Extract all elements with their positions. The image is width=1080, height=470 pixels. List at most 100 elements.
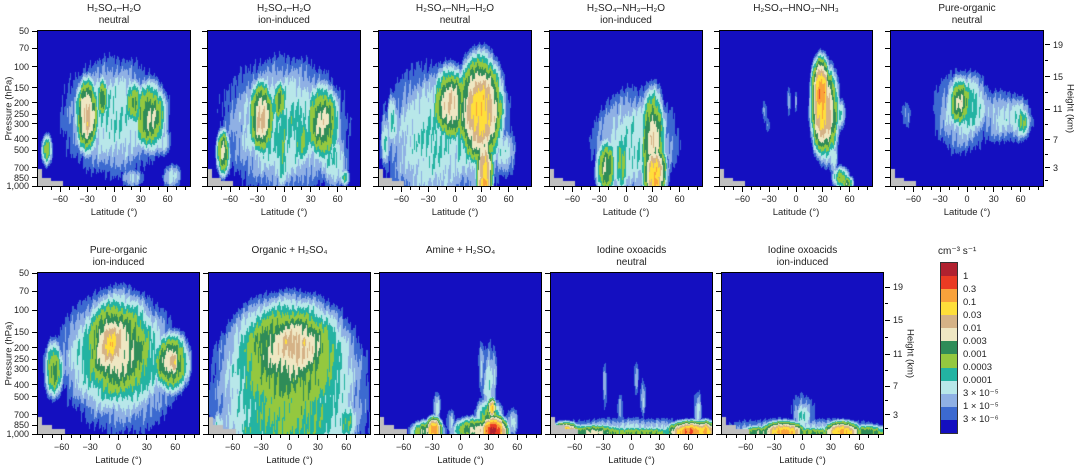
- pressure-tick-label: 100: [13, 305, 29, 316]
- pressure-tick: [32, 47, 37, 49]
- latitude-tick: [317, 435, 319, 440]
- pressure-tick: [32, 272, 37, 274]
- pressure-tick: [714, 167, 719, 169]
- latitude-minor-tick: [127, 435, 129, 438]
- height-tick-label: 7: [893, 381, 899, 392]
- latitude-minor-tick: [490, 187, 492, 190]
- latitude-minor-tick: [155, 435, 157, 438]
- latitude-tick-label: 30: [141, 442, 152, 452]
- pressure-tick: [714, 185, 719, 187]
- latitude-minor-tick: [688, 187, 690, 190]
- latitude-tick: [256, 187, 258, 192]
- height-tick: [885, 319, 890, 321]
- latitude-minor-tick: [472, 187, 474, 190]
- height-minor-tick: [1045, 153, 1048, 155]
- pressure-tick: [32, 185, 37, 187]
- pressure-tick: [374, 331, 379, 333]
- latitude-minor-tick: [364, 435, 366, 438]
- pressure-tick: [202, 185, 207, 187]
- pressure-tick-label: 700: [13, 409, 29, 420]
- latitude-minor-tick: [583, 435, 585, 438]
- pressure-tick: [203, 384, 208, 386]
- latitude-axis-label: Latitude (°): [943, 207, 991, 218]
- pressure-tick: [545, 358, 550, 360]
- contour-panel: [719, 30, 873, 187]
- latitude-tick-label: 30: [312, 442, 323, 452]
- latitude-tick-label: 30: [483, 442, 494, 452]
- pressure-tick: [374, 309, 379, 311]
- pressure-tick: [373, 123, 378, 125]
- colorbar-segment: [941, 406, 957, 420]
- latitude-tick: [289, 435, 290, 440]
- latitude-minor-tick: [640, 435, 642, 438]
- latitude-tick-label: 0: [799, 442, 805, 452]
- latitude-tick-label: 30: [825, 442, 836, 452]
- pressure-tick: [32, 87, 37, 89]
- pressure-tick: [32, 396, 37, 398]
- pressure-tick: [885, 177, 890, 179]
- latitude-minor-tick: [326, 435, 328, 438]
- height-tick-label: 19: [893, 282, 904, 293]
- pressure-tick: [885, 138, 890, 140]
- pressure-tick-label: 200: [13, 342, 29, 353]
- pressure-tick-label: 50: [18, 26, 29, 36]
- colorbar-title: cm⁻³ s⁻¹: [938, 246, 977, 257]
- latitude-tick-label: 0: [111, 194, 117, 204]
- latitude-minor-tick: [678, 435, 680, 438]
- contour-panel: [550, 272, 713, 435]
- pressure-tick: [203, 331, 208, 333]
- pressure-tick: [373, 30, 378, 32]
- latitude-tick-label: 30: [135, 194, 146, 204]
- latitude-minor-tick: [868, 435, 870, 438]
- latitude-tick-label: −60: [54, 442, 70, 452]
- latitude-minor-tick: [265, 187, 267, 190]
- latitude-minor-tick: [589, 187, 591, 190]
- latitude-tick-label: −60: [393, 194, 409, 204]
- pressure-tick: [544, 123, 549, 125]
- latitude-minor-tick: [754, 435, 756, 438]
- latitude-tick: [912, 187, 914, 192]
- latitude-minor-tick: [930, 187, 932, 190]
- latitude-tick-label: −60: [905, 194, 921, 204]
- pressure-tick: [885, 113, 890, 115]
- latitude-minor-tick: [670, 187, 672, 190]
- latitude-tick-label: −30: [249, 194, 265, 204]
- latitude-tick: [118, 435, 119, 440]
- pressure-tick: [32, 66, 37, 68]
- latitude-tick: [113, 187, 115, 192]
- colorbar-boundary-label: 0.1: [963, 296, 977, 308]
- latitude-tick: [830, 435, 832, 440]
- latitude-minor-tick: [649, 435, 651, 438]
- pressure-tick: [32, 433, 37, 435]
- pressure-tick: [203, 368, 208, 370]
- latitude-minor-tick: [612, 435, 614, 438]
- latitude-minor-tick: [412, 435, 414, 438]
- latitude-minor-tick: [292, 187, 294, 190]
- pressure-tick: [545, 309, 550, 311]
- latitude-tick: [631, 435, 632, 440]
- pressure-tick: [716, 347, 721, 348]
- pressure-tick: [545, 347, 550, 348]
- latitude-tick-label: −30: [420, 194, 436, 204]
- height-minor-tick: [885, 336, 888, 338]
- latitude-axis-label: Latitude (°): [772, 207, 820, 218]
- latitude-minor-tick: [279, 435, 281, 438]
- height-tick: [1045, 139, 1050, 141]
- latitude-tick-label: 60: [1015, 194, 1026, 204]
- latitude-minor-tick: [811, 435, 813, 438]
- latitude-minor-tick: [247, 187, 249, 190]
- latitude-minor-tick: [948, 187, 950, 190]
- latitude-minor-tick: [607, 187, 609, 190]
- pressure-tick: [373, 167, 378, 169]
- colorbar-boundary-label: 3 × 10⁻⁵: [963, 388, 999, 400]
- pressure-tick: [885, 149, 890, 151]
- latitude-minor-tick: [792, 435, 794, 438]
- pressure-tick-label: 850: [13, 172, 29, 183]
- latitude-minor-tick: [580, 187, 582, 190]
- pressure-tick: [374, 272, 379, 274]
- colorbar-segment: [941, 419, 957, 433]
- latitude-minor-tick: [759, 187, 761, 190]
- latitude-minor-tick: [436, 187, 438, 190]
- latitude-tick: [431, 435, 433, 440]
- pressure-tick: [203, 433, 208, 435]
